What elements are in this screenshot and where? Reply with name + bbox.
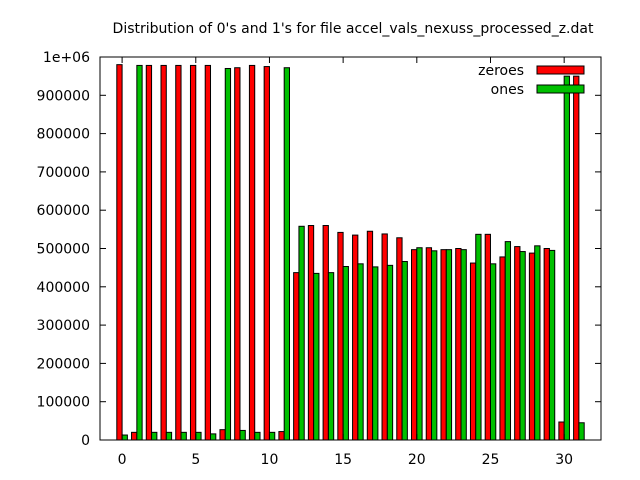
bar-zeroes-23	[455, 248, 462, 441]
bar-zeroes-18	[381, 233, 388, 441]
bar-ones-3	[165, 431, 173, 441]
bar-ones-27	[519, 251, 526, 441]
y-tick-label: 300000	[37, 318, 90, 334]
y-tick-label: 700000	[37, 165, 90, 181]
bar-zeroes-26	[499, 256, 506, 441]
bar-zeroes-17	[366, 230, 374, 441]
bar-zeroes-21	[425, 247, 433, 441]
bar-ones-9	[254, 431, 261, 441]
bar-ones-13	[313, 272, 320, 441]
bar-zeroes-25	[484, 233, 491, 441]
bar-zeroes-1	[131, 431, 138, 441]
bar-ones-24	[475, 233, 482, 441]
bar-ones-0	[121, 434, 128, 441]
bar-ones-1	[136, 64, 143, 441]
bar-ones-17	[372, 266, 379, 441]
bar-ones-26	[504, 241, 512, 441]
x-tick-label: 5	[191, 452, 200, 468]
bar-ones-23	[460, 249, 467, 441]
bar-ones-28	[534, 245, 541, 441]
bar-zeroes-5	[189, 64, 197, 441]
bar-zeroes-12	[293, 272, 300, 441]
y-tick-label: 100000	[37, 395, 90, 411]
axes-group	[99, 56, 602, 441]
x-tick-label: 30	[555, 452, 573, 468]
bar-zeroes-19	[396, 237, 403, 441]
bar-zeroes-7	[219, 429, 226, 441]
bar-zeroes-6	[204, 64, 212, 441]
bar-zeroes-27	[514, 246, 521, 441]
bar-ones-29	[548, 249, 556, 441]
y-tick-label: 900000	[37, 88, 90, 104]
bar-zeroes-4	[175, 64, 182, 441]
bar-ones-16	[357, 263, 364, 441]
bar-ones-12	[298, 225, 305, 441]
bar-ones-21	[431, 250, 438, 441]
y-tick-label: 0	[81, 433, 90, 449]
bar-zeroes-14	[322, 225, 329, 441]
bar-zeroes-30	[558, 421, 565, 441]
bar-zeroes-22	[440, 249, 447, 441]
x-tick-label: 0	[118, 452, 127, 468]
bar-zeroes-11	[278, 431, 285, 441]
bar-zeroes-15	[337, 231, 344, 441]
y-tick-label: 500000	[37, 242, 90, 258]
bar-zeroes-2	[145, 64, 153, 441]
bar-zeroes-10	[263, 66, 270, 441]
bar-ones-11	[283, 67, 290, 441]
bar-ones-30	[563, 75, 570, 441]
x-tick-label: 15	[334, 452, 352, 468]
legend-swatch-zeroes	[536, 65, 585, 75]
bar-ones-7	[224, 67, 232, 441]
bar-zeroes-31	[573, 75, 580, 441]
ticks-group: 0 100000 200000 300000 400000 500000 600000 700…	[37, 50, 601, 468]
x-tick-label: 20	[408, 452, 426, 468]
bar-ones-14	[327, 272, 335, 441]
bar-ones-25	[489, 263, 497, 441]
bar-ones-4	[180, 431, 187, 441]
legend-label-ones: ones	[491, 82, 524, 98]
bar-zeroes-3	[160, 64, 167, 441]
bar-zeroes-9	[248, 64, 256, 441]
bar-ones-31	[578, 422, 585, 441]
bar-ones-10	[268, 431, 276, 441]
bar-ones-18	[386, 264, 394, 441]
plot-frame	[99, 56, 602, 441]
bar-ones-6	[210, 433, 217, 441]
bar-zeroes-24	[469, 262, 477, 441]
bar-ones-15	[342, 266, 349, 441]
x-tick-label: 25	[482, 452, 500, 468]
y-tick-label: 600000	[37, 203, 90, 219]
bar-ones-19	[401, 261, 408, 441]
bar-ones-2	[151, 431, 158, 441]
y-tick-label: 400000	[37, 280, 90, 296]
bar-zeroes-28	[528, 252, 536, 441]
bar-ones-20	[416, 247, 423, 441]
bar-zeroes-20	[411, 249, 418, 441]
legend-swatch-ones	[536, 84, 585, 94]
bar-ones-22	[445, 249, 453, 441]
bar-zeroes-13	[307, 225, 315, 441]
bar-zeroes-16	[352, 234, 359, 441]
y-tick-label: 1e+06	[43, 50, 90, 66]
bars-group	[116, 64, 585, 441]
bar-zeroes-29	[543, 248, 550, 441]
legend: zeroes ones	[478, 63, 585, 98]
chart-title: Distribution of 0's and 1's for file acc…	[113, 21, 594, 37]
bar-ones-5	[195, 431, 202, 441]
legend-label-zeroes: zeroes	[478, 63, 524, 79]
y-tick-label: 200000	[37, 356, 90, 372]
y-tick-label: 800000	[37, 127, 90, 143]
x-tick-label: 10	[261, 452, 279, 468]
bar-zeroes-0	[116, 64, 123, 441]
bar-ones-8	[239, 429, 246, 441]
bar-zeroes-8	[234, 67, 241, 441]
